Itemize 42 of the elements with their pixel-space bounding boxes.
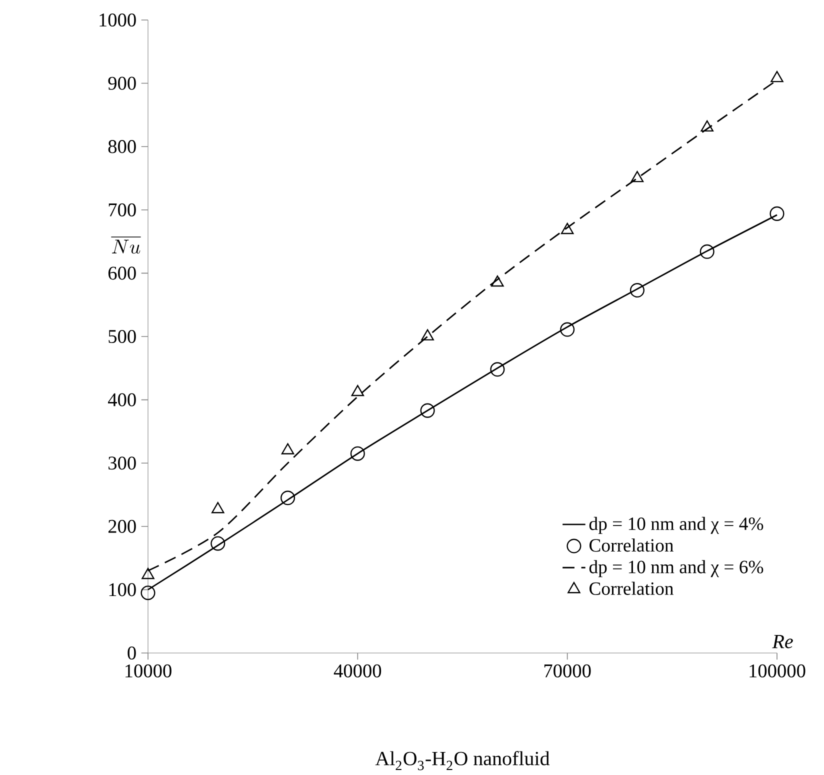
legend-label: Correlation: [590, 582, 674, 596]
x-tick-label: 40000: [334, 664, 382, 678]
point: [630, 171, 644, 182]
y-tick-label: 900: [108, 76, 136, 90]
point: [420, 403, 435, 418]
y-tick-label: 200: [108, 520, 136, 534]
y-tick-label: 0: [128, 646, 136, 660]
y-tick-label: 100: [109, 583, 136, 596]
x-tick-label: 10000: [126, 664, 172, 678]
y-axis-title: $\overline{Nu}$: [111, 237, 141, 254]
y-tick-label: 500: [108, 330, 136, 344]
point: [210, 536, 226, 551]
x-tick-label: 70000: [544, 664, 591, 678]
point: [491, 276, 504, 287]
point: [630, 283, 644, 298]
point: [490, 362, 505, 377]
legend-label: Correlation: [590, 538, 674, 552]
y-tick-label: 300: [108, 456, 136, 470]
point: [560, 223, 574, 234]
point: [560, 322, 575, 337]
legend-label: dp = 10 nm and χ = 6%: [589, 560, 764, 578]
point: [700, 120, 714, 132]
point: [212, 502, 224, 514]
point: [421, 329, 434, 341]
point: [351, 385, 364, 396]
text: Al$_{2}$O$_{3}$-H$_{2}$O nanofluid: [375, 751, 550, 770]
y-tick-label: 1000: [100, 14, 136, 27]
x-axis-title: Re: [772, 635, 793, 648]
point: [140, 586, 156, 600]
x-tick-label: 100000: [750, 664, 806, 678]
point: [770, 71, 784, 82]
y-tick-label: 600: [108, 266, 136, 280]
y-tick-label: 400: [108, 393, 136, 406]
legend-label: dp = 10 nm and χ = 4%: [589, 517, 764, 534]
point: [281, 443, 294, 455]
point: [770, 206, 784, 222]
y-tick-label: 700: [108, 204, 136, 217]
point: [142, 568, 154, 580]
point: [700, 244, 714, 260]
y-tick-label: 800: [108, 140, 136, 154]
point: [280, 490, 296, 506]
point: [350, 446, 365, 462]
